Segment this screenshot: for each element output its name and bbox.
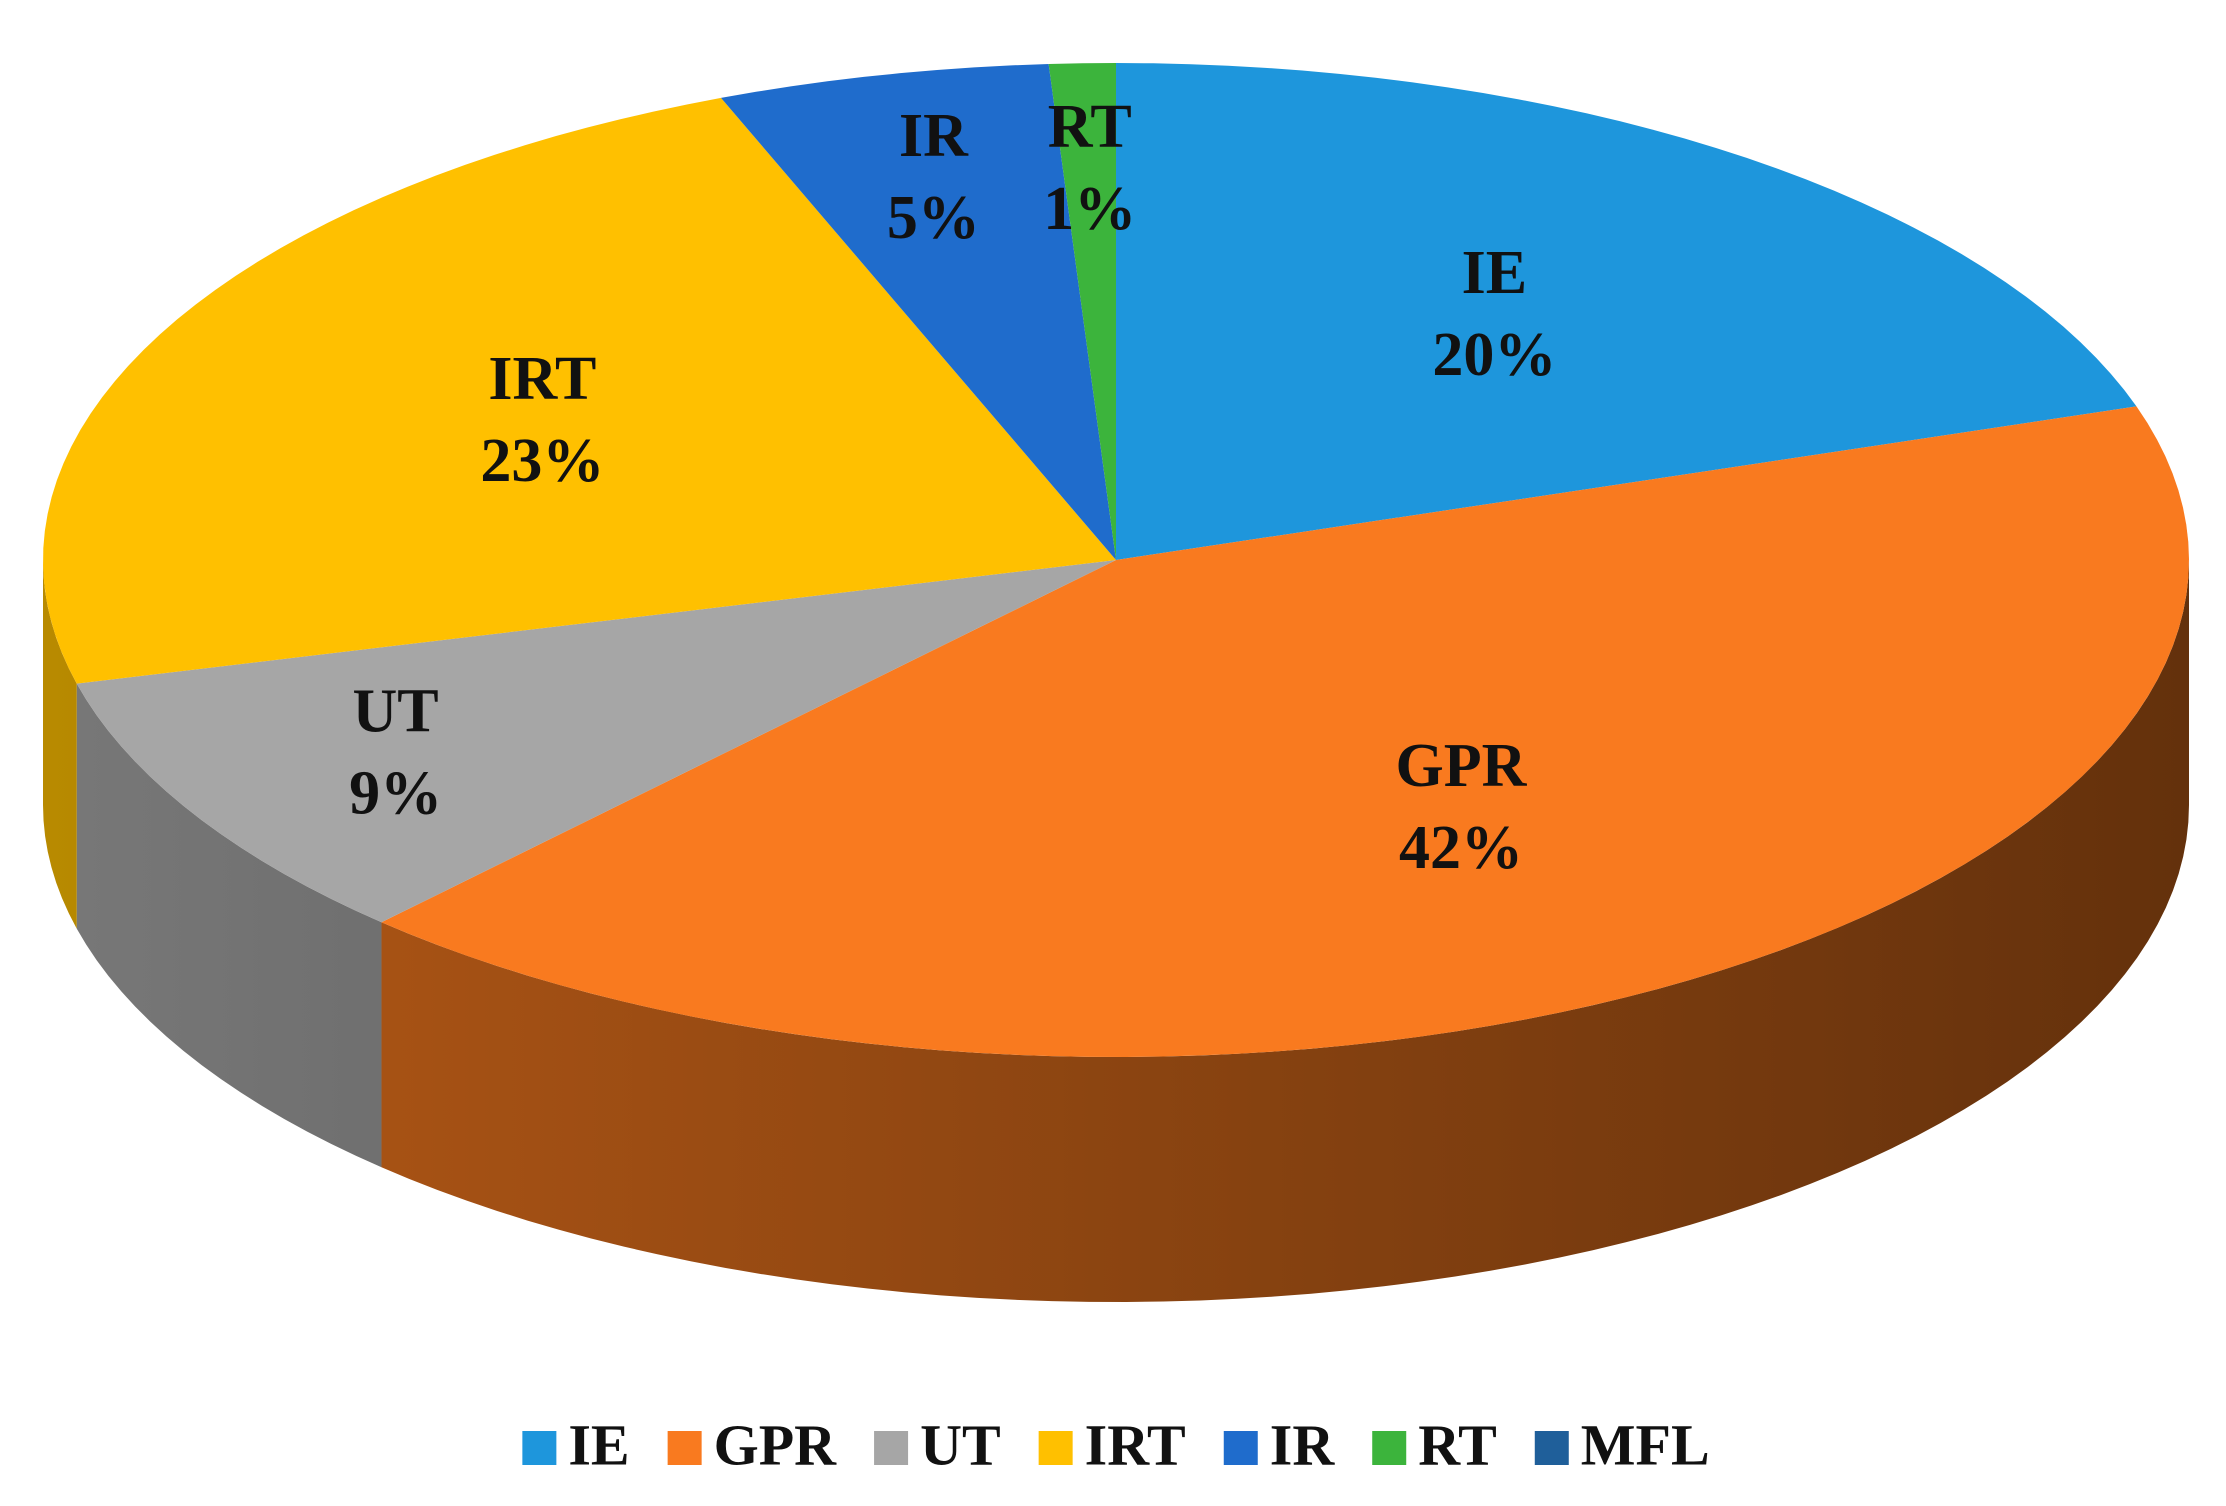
- legend-label: UT: [920, 1412, 1001, 1477]
- slice-side: [381, 560, 2189, 1302]
- slice-label-name: RT: [1048, 93, 1132, 161]
- legend-label: MFL: [1581, 1412, 1710, 1477]
- slice-label-name: GPR: [1396, 732, 1528, 800]
- legend-swatch: [1038, 1431, 1073, 1465]
- slice-label-value: 20%: [1432, 321, 1556, 389]
- legend-swatch: [1534, 1431, 1569, 1465]
- slice: [381, 406, 2189, 1057]
- slice: [721, 63, 1116, 561]
- slice-label-name: UT: [353, 678, 439, 746]
- legend-label: IE: [568, 1412, 629, 1477]
- legend-label: IR: [1270, 1412, 1336, 1477]
- slice-label-value: 23%: [480, 427, 604, 495]
- legend-swatch: [1223, 1431, 1258, 1465]
- slice-label-value: 9%: [349, 760, 442, 828]
- legend-swatch: [522, 1431, 557, 1465]
- slice-side: [43, 560, 77, 929]
- slice: [76, 560, 1117, 923]
- slice-label-name: IE: [1462, 239, 1527, 307]
- slice: [1048, 63, 1116, 560]
- slice-label-value: 5%: [887, 184, 980, 252]
- legend-label: RT: [1418, 1412, 1497, 1477]
- slice-side: [76, 683, 382, 1168]
- slice: [1116, 63, 2137, 560]
- legend-swatch: [1372, 1431, 1407, 1465]
- legend-label: IRT: [1085, 1412, 1186, 1477]
- legend-swatch: [667, 1431, 702, 1465]
- slice-label-value: 42%: [1399, 814, 1523, 882]
- slice-label-value: 1%: [1043, 175, 1136, 243]
- slice: [43, 97, 1116, 684]
- slice-label-name: IRT: [488, 345, 596, 413]
- slice-label-name: IR: [899, 102, 969, 170]
- legend-swatch: [874, 1431, 909, 1465]
- legend-label: GPR: [714, 1412, 838, 1477]
